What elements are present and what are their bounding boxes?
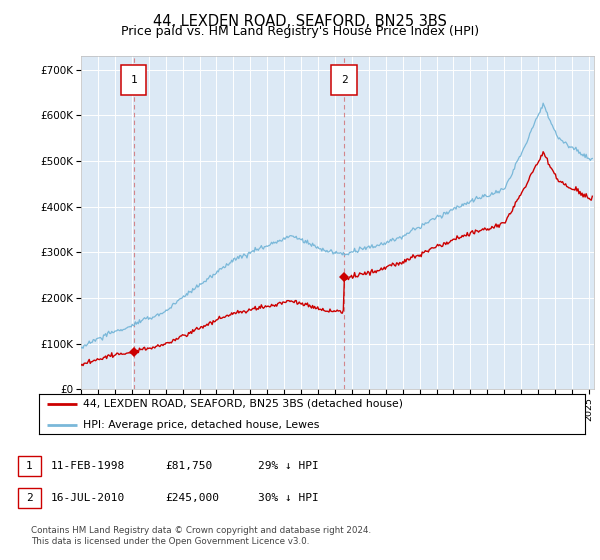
Text: 11-FEB-1998: 11-FEB-1998	[51, 461, 125, 471]
Text: 44, LEXDEN ROAD, SEAFORD, BN25 3BS (detached house): 44, LEXDEN ROAD, SEAFORD, BN25 3BS (deta…	[83, 399, 403, 409]
FancyBboxPatch shape	[331, 65, 357, 95]
Text: 29% ↓ HPI: 29% ↓ HPI	[258, 461, 319, 471]
Text: Price paid vs. HM Land Registry's House Price Index (HPI): Price paid vs. HM Land Registry's House …	[121, 25, 479, 38]
Text: 2: 2	[26, 493, 33, 503]
Text: Contains HM Land Registry data © Crown copyright and database right 2024.
This d: Contains HM Land Registry data © Crown c…	[31, 526, 371, 546]
FancyBboxPatch shape	[121, 65, 146, 95]
Text: 1: 1	[26, 461, 33, 471]
Text: £245,000: £245,000	[165, 493, 219, 503]
Text: 1: 1	[130, 75, 137, 85]
Text: 16-JUL-2010: 16-JUL-2010	[51, 493, 125, 503]
Text: 30% ↓ HPI: 30% ↓ HPI	[258, 493, 319, 503]
Text: 2: 2	[341, 75, 347, 85]
Text: 44, LEXDEN ROAD, SEAFORD, BN25 3BS: 44, LEXDEN ROAD, SEAFORD, BN25 3BS	[153, 14, 447, 29]
Text: HPI: Average price, detached house, Lewes: HPI: Average price, detached house, Lewe…	[83, 420, 319, 430]
Text: £81,750: £81,750	[165, 461, 212, 471]
